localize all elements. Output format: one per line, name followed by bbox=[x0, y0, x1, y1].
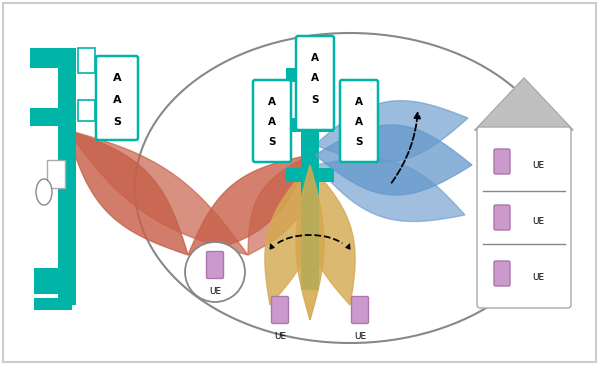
FancyBboxPatch shape bbox=[47, 160, 65, 188]
Bar bbox=[286, 68, 334, 82]
FancyBboxPatch shape bbox=[340, 80, 378, 162]
Bar bbox=[301, 55, 319, 290]
Bar bbox=[286, 118, 334, 132]
FancyBboxPatch shape bbox=[30, 48, 76, 68]
Text: UE: UE bbox=[209, 287, 221, 296]
Text: UE: UE bbox=[532, 217, 544, 226]
Text: A: A bbox=[268, 117, 276, 127]
FancyBboxPatch shape bbox=[30, 108, 76, 126]
FancyBboxPatch shape bbox=[77, 100, 95, 120]
FancyBboxPatch shape bbox=[96, 56, 138, 140]
Polygon shape bbox=[296, 165, 324, 320]
FancyBboxPatch shape bbox=[253, 80, 291, 162]
Polygon shape bbox=[315, 101, 468, 162]
FancyBboxPatch shape bbox=[296, 36, 334, 130]
Text: A: A bbox=[113, 73, 122, 83]
Polygon shape bbox=[248, 155, 310, 255]
FancyBboxPatch shape bbox=[494, 149, 510, 174]
Polygon shape bbox=[188, 155, 310, 255]
FancyBboxPatch shape bbox=[3, 3, 596, 362]
Text: S: S bbox=[311, 95, 319, 105]
Polygon shape bbox=[315, 158, 465, 222]
Text: S: S bbox=[113, 117, 121, 127]
Text: A: A bbox=[311, 73, 319, 83]
Polygon shape bbox=[475, 78, 573, 130]
Circle shape bbox=[185, 242, 245, 302]
FancyBboxPatch shape bbox=[352, 296, 368, 323]
FancyBboxPatch shape bbox=[494, 205, 510, 230]
Text: A: A bbox=[355, 117, 363, 127]
Polygon shape bbox=[67, 130, 248, 255]
Ellipse shape bbox=[36, 179, 52, 205]
Polygon shape bbox=[305, 165, 355, 305]
FancyBboxPatch shape bbox=[271, 296, 289, 323]
Polygon shape bbox=[265, 165, 315, 305]
Polygon shape bbox=[67, 130, 188, 255]
Text: A: A bbox=[311, 53, 319, 63]
Text: A: A bbox=[268, 97, 276, 107]
FancyBboxPatch shape bbox=[494, 261, 510, 286]
Bar bbox=[58, 50, 76, 305]
Polygon shape bbox=[315, 125, 472, 195]
Text: UE: UE bbox=[532, 161, 544, 170]
Text: UE: UE bbox=[274, 332, 286, 341]
Text: S: S bbox=[355, 137, 363, 147]
FancyBboxPatch shape bbox=[34, 298, 72, 310]
FancyBboxPatch shape bbox=[34, 268, 72, 294]
Text: UE: UE bbox=[532, 273, 544, 282]
Text: S: S bbox=[268, 137, 276, 147]
FancyBboxPatch shape bbox=[207, 251, 223, 278]
Text: A: A bbox=[113, 95, 122, 105]
FancyBboxPatch shape bbox=[477, 127, 571, 308]
Text: UE: UE bbox=[354, 332, 366, 341]
Text: A: A bbox=[355, 97, 363, 107]
FancyBboxPatch shape bbox=[77, 47, 95, 73]
Bar bbox=[286, 168, 334, 182]
